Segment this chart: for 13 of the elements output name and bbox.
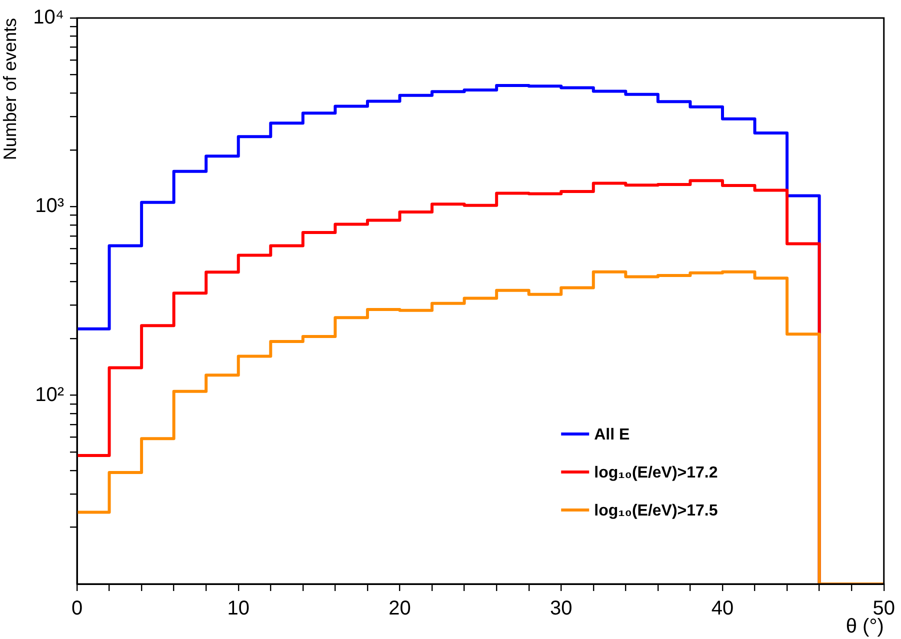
- x-tick-label: 0: [71, 598, 83, 620]
- y-tick-label: 10⁴: [33, 6, 64, 29]
- x-tick-label: 10: [227, 598, 250, 620]
- y-tick-label: 10²: [35, 384, 64, 406]
- legend-label: log₁₀(E/eV)>17.2: [594, 464, 718, 482]
- y-axis-title: Number of events: [0, 18, 20, 160]
- x-tick-label: 30: [550, 598, 572, 620]
- x-axis-title: θ (°): [846, 616, 884, 638]
- x-tick-label: 20: [388, 598, 411, 620]
- x-tick-label: 40: [711, 598, 734, 620]
- legend-label: log₁₀(E/eV)>17.5: [594, 502, 718, 520]
- legend-label: All E: [594, 426, 630, 444]
- y-tick-label: 10³: [35, 195, 64, 218]
